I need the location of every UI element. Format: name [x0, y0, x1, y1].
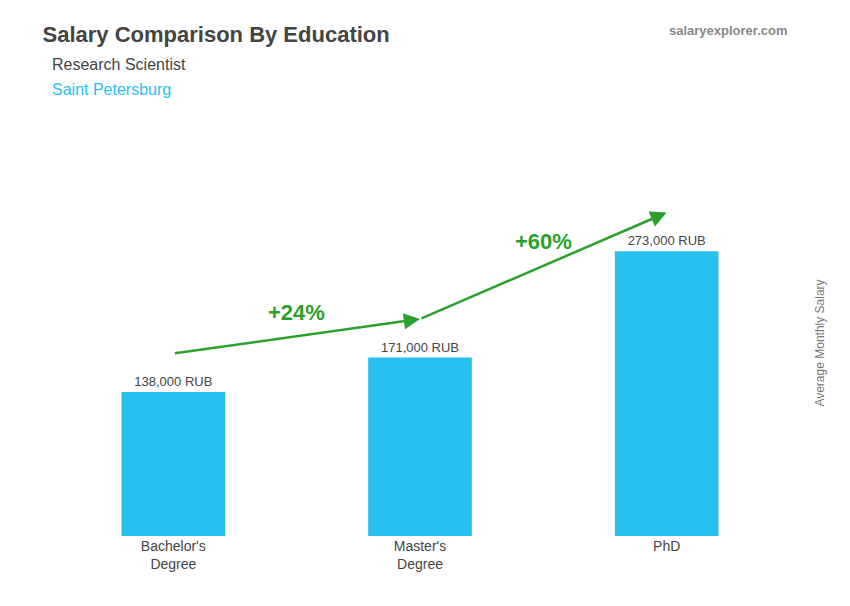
- svg-text:171,000 RUB: 171,000 RUB: [381, 340, 459, 355]
- svg-text:273,000 RUB: 273,000 RUB: [628, 233, 706, 248]
- svg-text:Master'sDegree: Master'sDegree: [394, 538, 446, 572]
- svg-text:Research Scientist: Research Scientist: [52, 56, 186, 73]
- svg-text:salaryexplorer.com: salaryexplorer.com: [669, 23, 788, 38]
- svg-text:Average Monthly Salary: Average Monthly Salary: [813, 279, 827, 406]
- svg-text:+24%: +24%: [268, 300, 325, 325]
- svg-text:Salary Comparison By Education: Salary Comparison By Education: [43, 22, 390, 47]
- svg-text:Saint Petersburg: Saint Petersburg: [52, 81, 171, 98]
- svg-text:138,000 RUB: 138,000 RUB: [134, 374, 212, 389]
- svg-text:PhD: PhD: [653, 538, 680, 554]
- svg-text:+60%: +60%: [515, 229, 572, 254]
- svg-text:Bachelor'sDegree: Bachelor'sDegree: [141, 538, 206, 572]
